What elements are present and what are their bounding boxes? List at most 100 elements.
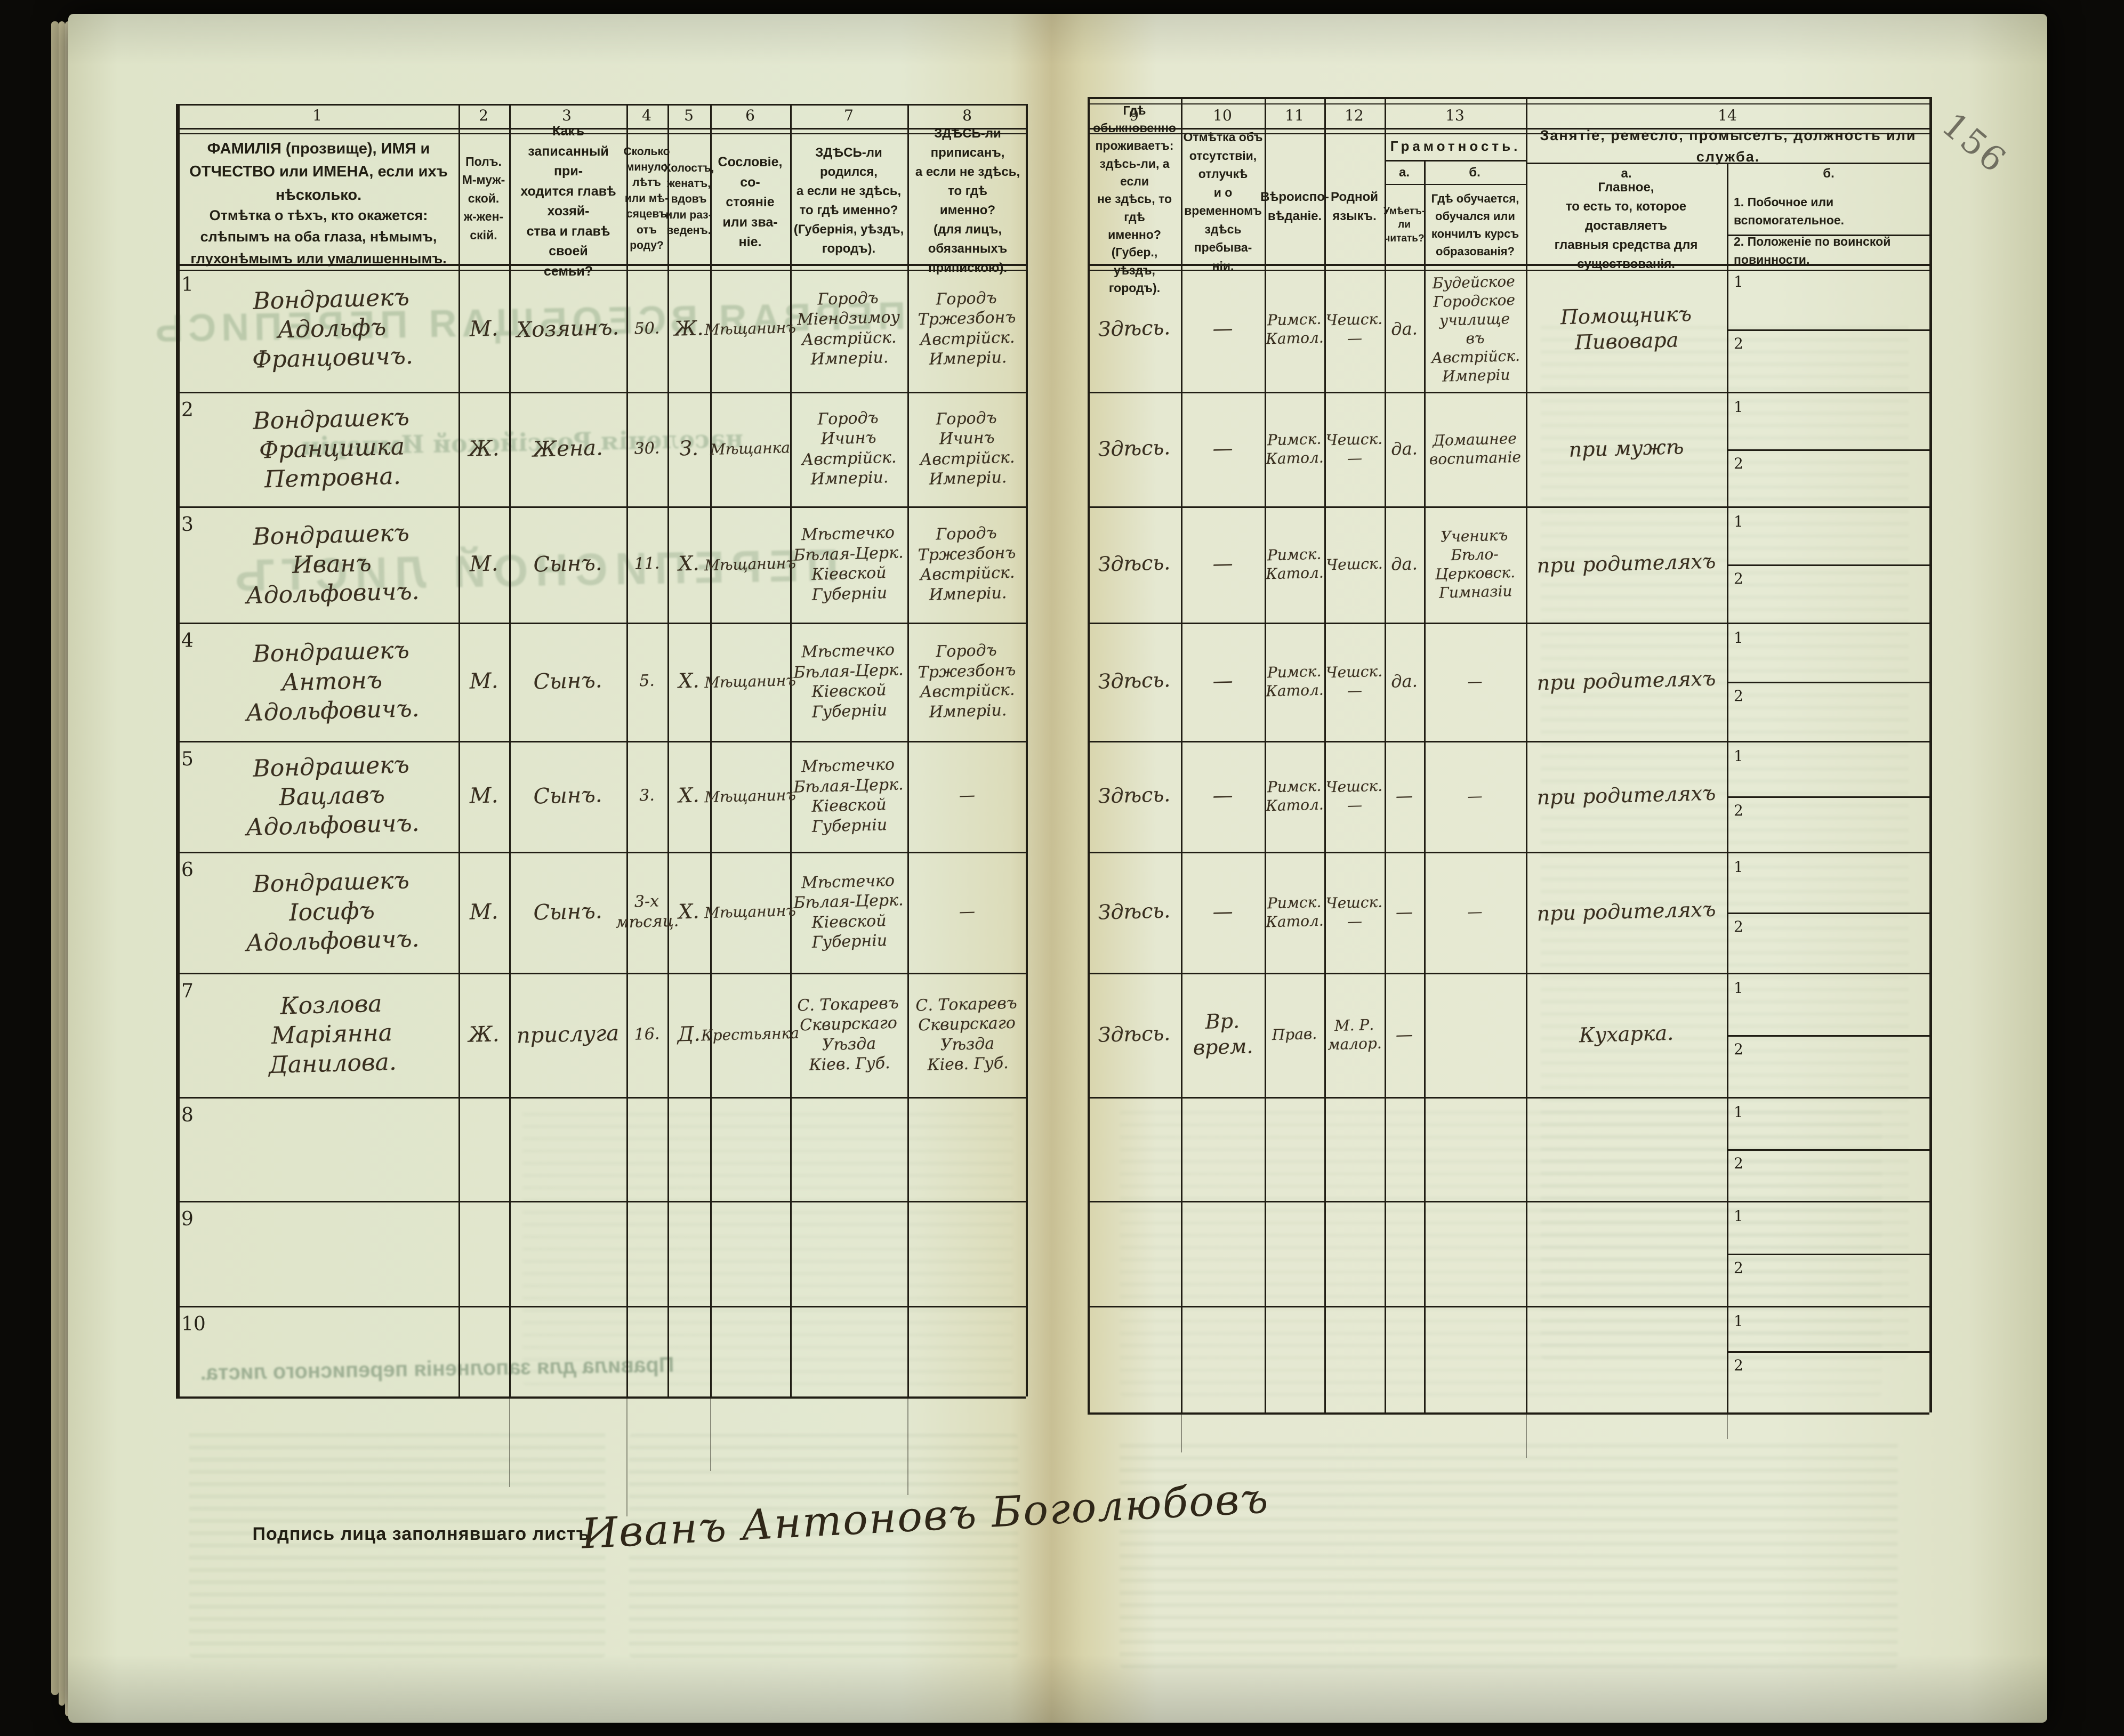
cell-occupation_main: Кухарка. — [1579, 1021, 1674, 1047]
header-col14a-label: а. — [1621, 166, 1632, 181]
cell-literacy_reads: да. — [1390, 438, 1418, 459]
header-col13-literacy: Грамотность. — [1390, 138, 1521, 154]
column-number: 1 — [312, 107, 322, 124]
column-number: 10 — [1213, 107, 1232, 124]
occupation-side-label-2: 2 — [1734, 570, 1743, 587]
cell-absence: — — [1212, 899, 1234, 924]
row-number: 8 — [181, 1104, 194, 1126]
table-vertical-line — [710, 104, 712, 1396]
header-col14-occupation: Занятіе, ремесло, промыселъ, должность и… — [1540, 127, 1917, 165]
header-col2-sex: Полъ. М-муж- ской. ж-жен- скій. — [462, 154, 505, 242]
table-horizontal-line — [1088, 264, 1929, 266]
row-number: 10 — [181, 1313, 206, 1335]
table-vertical-line-stub — [1526, 1412, 1527, 1458]
row-number: 4 — [181, 630, 194, 652]
cell-birthplace: Городъ Міендзимоу Австрійск. Имперіи. — [796, 288, 900, 369]
table-vertical-line — [1181, 97, 1182, 1412]
table-vertical-line — [509, 104, 511, 1396]
row-number: 5 — [181, 748, 194, 770]
cell-estate: Мѣщанинъ — [704, 786, 796, 806]
occupation-side-separator — [1727, 564, 1929, 566]
cell-residence: Здѣсь. — [1098, 435, 1171, 461]
cell-estate: Мѣщанинъ — [704, 554, 796, 574]
cell-relation: Жена. — [532, 435, 604, 462]
occupation-side-label-2: 2 — [1734, 1154, 1743, 1172]
cell-absence: — — [1212, 436, 1234, 461]
cell-absence: — — [1212, 316, 1234, 341]
cell-age: 30. — [634, 439, 660, 458]
table-vertical-line — [176, 104, 180, 1396]
cell-marital: Ж. — [674, 316, 704, 341]
cell-occupation_main: при родителяхъ — [1536, 666, 1716, 695]
table-horizontal-line — [176, 852, 1026, 853]
row-number: 2 — [181, 399, 194, 421]
cell-literacy_school: Будейское Городское училище въ Австрійск… — [1431, 272, 1520, 385]
cell-registered: Городъ Тржезбонъ Австрійск. Имперіи. — [918, 288, 1016, 369]
cell-language: Чешск. — — [1325, 777, 1383, 814]
cell-absence: — — [1212, 551, 1234, 576]
cell-birthplace: С. Токаревъ Сквирскаго Уѣзда Кіев. Губ. — [796, 994, 899, 1075]
column-number: 2 — [479, 107, 488, 124]
cell-religion: Римск. Катол. — [1265, 777, 1324, 815]
table-horizontal-line — [1088, 133, 1929, 134]
row-number: 6 — [181, 859, 194, 881]
table-vertical-line — [1727, 163, 1728, 1412]
cell-name: Вондрашекъ Иванъ Адольфовичъ. — [245, 519, 420, 609]
column-number: 13 — [1445, 107, 1465, 124]
cell-age: 16. — [634, 1024, 660, 1044]
header-col6-estate: Сословіе, со- стояніе или зва- ніе. — [718, 155, 783, 250]
cell-language: Чешск. — — [1325, 662, 1383, 700]
cell-sex: М. — [469, 316, 498, 342]
bleedthrough-text-block — [189, 1428, 605, 1658]
table-horizontal-line — [176, 128, 1026, 130]
column-number: 9 — [1129, 107, 1139, 124]
table-horizontal-line — [1727, 235, 1929, 236]
column-number: 12 — [1345, 107, 1364, 124]
table-vertical-line — [1424, 160, 1426, 1412]
cell-occupation_main: при мужѣ — [1568, 434, 1684, 462]
table-horizontal-line — [1088, 270, 1929, 271]
cell-religion: Римск. Катол. — [1265, 430, 1324, 467]
cell-name: Козлова Маріянна Данилова. — [268, 990, 397, 1079]
cell-birthplace: Мѣстечко Бѣлая-Церк. Кіевской Губерніи — [793, 871, 904, 952]
cell-residence: Здѣсь. — [1098, 668, 1171, 694]
header-col13b-label: б. — [1469, 165, 1481, 180]
occupation-side-label-1: 1 — [1734, 273, 1743, 290]
cell-literacy_school: — — [1467, 902, 1483, 921]
cell-registered: Городъ Тржезбонъ Австрійск. Имперіи. — [918, 523, 1016, 604]
row-number: 9 — [181, 1208, 194, 1230]
header-col13a-text: Умѣетъ- ли читать? — [1383, 205, 1426, 244]
cell-sex: М. — [469, 899, 498, 925]
cell-estate: Мѣщанинъ — [704, 671, 796, 691]
occupation-side-separator — [1727, 796, 1929, 798]
cell-name: Вондрашекъ Іосифъ Адольфовичъ. — [245, 867, 420, 957]
row-number: 1 — [181, 274, 194, 296]
cell-marital: З. — [679, 436, 699, 461]
bleedthrough-text-block — [1120, 1109, 1882, 1396]
column-number: 11 — [1285, 107, 1304, 124]
cell-language: Чешск. — — [1325, 310, 1383, 347]
header-col14b-label: б. — [1823, 166, 1835, 181]
table-horizontal-line — [1088, 97, 1929, 99]
column-number: 3 — [562, 107, 572, 124]
cell-occupation_main: при родителяхъ — [1536, 549, 1716, 578]
table-horizontal-line — [1088, 1306, 1929, 1307]
cell-sex: Ж. — [468, 435, 500, 462]
header-col14a-text: Главное, то есть то, которое доставляетъ… — [1554, 180, 1698, 271]
table-horizontal-line — [1088, 623, 1929, 624]
occupation-side-separator — [1727, 682, 1929, 683]
table-horizontal-line — [176, 973, 1026, 974]
table-horizontal-line — [1088, 128, 1929, 130]
header-col10-absence: Отмѣтка объ отсутствіи, отлучкѣ и о врем… — [1183, 130, 1262, 273]
cell-marital: Х. — [678, 783, 700, 808]
occupation-side-label-2: 2 — [1734, 1356, 1743, 1374]
table-vertical-line — [458, 104, 460, 1396]
cell-birthplace: Мѣстечко Бѣлая-Церк. Кіевской Губерніи — [793, 640, 904, 722]
cell-birthplace: Мѣстечко Бѣлая-Церк. Кіевской Губерніи — [793, 755, 904, 836]
cell-language: М. Р. малор. — [1327, 1015, 1382, 1053]
table-horizontal-line — [176, 104, 1026, 106]
cell-age: 11. — [634, 554, 660, 574]
header-col3-relation: Какъ записанный при- ходится главѣ хозяй… — [520, 124, 616, 279]
table-horizontal-line — [1088, 1412, 1929, 1415]
